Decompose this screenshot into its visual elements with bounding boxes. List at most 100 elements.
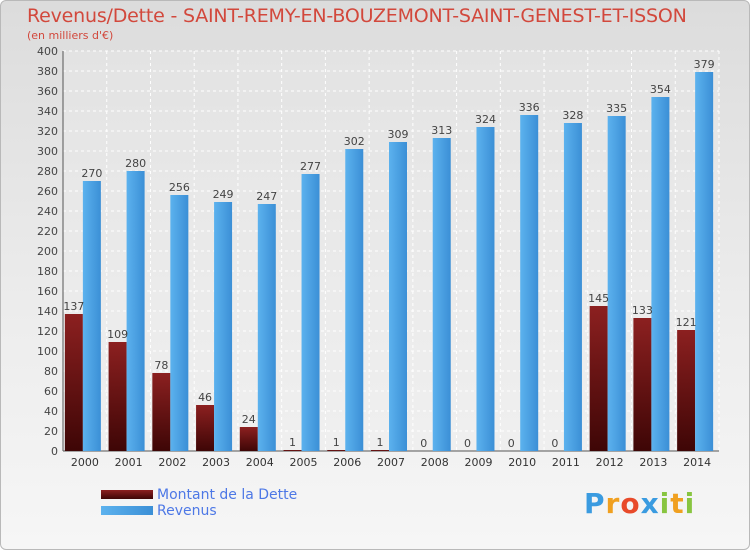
y-tick-label: 20: [44, 425, 58, 438]
y-tick-label: 180: [37, 265, 58, 278]
data-label-revenus: 256: [169, 181, 190, 194]
logo-letter: r: [605, 487, 621, 520]
bar-dette-2007: [371, 450, 389, 451]
y-tick-label: 360: [37, 85, 58, 98]
data-label-revenus: 309: [388, 128, 409, 141]
data-label-dette: 1: [289, 436, 296, 449]
bar-revenus-2009: [476, 127, 495, 451]
x-tick-label: 2005: [290, 456, 318, 469]
x-tick-label: 2007: [377, 456, 405, 469]
data-label-revenus: 324: [475, 113, 496, 126]
data-label-revenus: 247: [256, 190, 277, 203]
bar-dette-2001: [108, 342, 127, 451]
bar-revenus-2004: [257, 204, 276, 451]
y-tick-label: 120: [37, 325, 58, 338]
data-label-dette: 133: [632, 304, 653, 317]
bar-revenus-2005: [301, 174, 320, 451]
bar-revenus-2012: [607, 116, 626, 451]
y-tick-label: 240: [37, 205, 58, 218]
y-tick-label: 100: [37, 345, 58, 358]
y-tick-label: 140: [37, 305, 58, 318]
x-tick-label: 2002: [158, 456, 186, 469]
data-label-dette: 78: [154, 359, 168, 372]
bar-revenus-2002: [170, 195, 189, 451]
x-tick-label: 2000: [71, 456, 99, 469]
data-label-revenus: 302: [344, 135, 365, 148]
y-tick-label: 60: [44, 385, 58, 398]
chart-subtitle: (en milliers d'€): [27, 29, 114, 42]
data-label-dette: 109: [107, 328, 128, 341]
data-label-revenus: 335: [606, 102, 627, 115]
bar-dette-2006: [327, 450, 346, 451]
x-tick-label: 2009: [464, 456, 492, 469]
data-label-revenus: 280: [125, 157, 146, 170]
x-tick-label: 2004: [246, 456, 274, 469]
bar-dette-2000: [64, 314, 83, 451]
data-label-dette: 1: [377, 436, 384, 449]
data-label-revenus: 313: [431, 124, 452, 137]
x-tick-label: 2014: [683, 456, 711, 469]
data-label-dette: 145: [588, 292, 609, 305]
x-tick-label: 2012: [596, 456, 624, 469]
x-tick-label: 2006: [333, 456, 361, 469]
bar-revenus-2014: [695, 72, 714, 451]
bar-revenus-2003: [214, 202, 233, 451]
y-tick-label: 380: [37, 65, 58, 78]
y-tick-label: 340: [37, 105, 58, 118]
logo-letter: t: [670, 487, 685, 520]
y-tick-label: 280: [37, 165, 58, 178]
logo-letter: x: [640, 487, 660, 520]
y-tick-label: 0: [51, 445, 58, 458]
data-label-dette: 0: [508, 437, 515, 450]
x-tick-label: 2003: [202, 456, 230, 469]
x-tick-label: 2001: [115, 456, 143, 469]
y-tick-label: 220: [37, 225, 58, 238]
y-tick-label: 260: [37, 185, 58, 198]
bar-revenus-2008: [432, 138, 451, 451]
x-tick-label: 2013: [639, 456, 667, 469]
data-label-dette: 24: [242, 413, 256, 426]
logo-letter: o: [620, 487, 641, 520]
data-label-dette: 0: [551, 437, 558, 450]
y-tick-label: 80: [44, 365, 58, 378]
y-tick-label: 160: [37, 285, 58, 298]
bar-dette-2005: [283, 450, 302, 451]
x-tick-label: 2011: [552, 456, 580, 469]
y-tick-label: 400: [37, 45, 58, 58]
x-tick-label: 2008: [421, 456, 449, 469]
data-label-revenus: 379: [694, 58, 715, 71]
legend-swatch-revenus: [101, 506, 153, 515]
data-label-dette: 0: [464, 437, 471, 450]
data-label-dette: 1: [333, 436, 340, 449]
bar-revenus-2011: [563, 123, 582, 451]
data-label-dette: 46: [198, 391, 212, 404]
chart-title: Revenus/Dette - SAINT-REMY-EN-BOUZEMONT-…: [27, 5, 687, 27]
legend-label-revenus: Revenus: [157, 503, 217, 519]
bar-revenus-2010: [520, 115, 539, 451]
bar-revenus-2013: [651, 97, 670, 451]
bar-revenus-2001: [126, 171, 145, 451]
data-label-revenus: 328: [562, 109, 583, 122]
bar-dette-2013: [633, 318, 652, 451]
y-tick-label: 320: [37, 125, 58, 138]
y-tick-label: 40: [44, 405, 58, 418]
data-label-dette: 121: [676, 316, 697, 329]
data-label-revenus: 354: [650, 83, 671, 96]
data-label-dette: 137: [63, 300, 84, 313]
logo-letter: P: [584, 487, 606, 520]
proxiti-logo: Proxiti: [584, 487, 695, 520]
bar-revenus-2000: [82, 181, 101, 451]
logo-letter: i: [684, 487, 696, 520]
data-label-revenus: 249: [213, 188, 234, 201]
bar-dette-2014: [677, 330, 696, 451]
y-tick-label: 300: [37, 145, 58, 158]
bar-dette-2003: [196, 405, 215, 451]
data-label-revenus: 270: [81, 167, 102, 180]
bar-dette-2004: [239, 427, 258, 451]
logo-letter: i: [659, 487, 671, 520]
legend-swatch-dette: [101, 490, 153, 499]
y-tick-label: 200: [37, 245, 58, 258]
bar-revenus-2007: [389, 142, 407, 451]
